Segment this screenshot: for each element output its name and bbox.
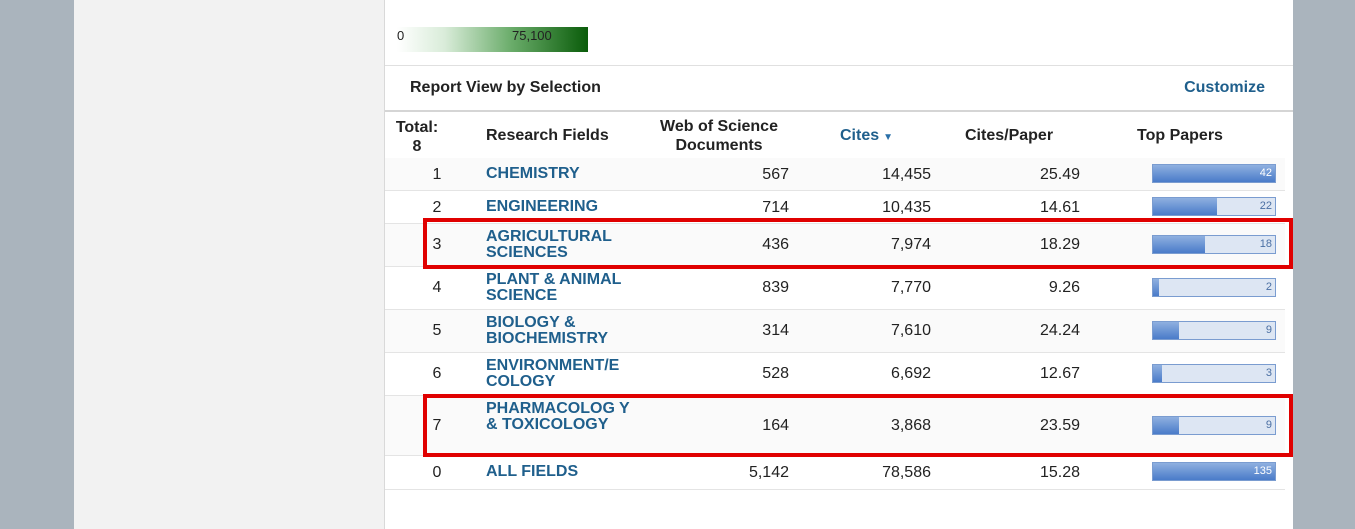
table-row: 1 CHEMISTRY 567 14,455 25.49 42 [385, 158, 1285, 191]
row-wos-documents: 5,142 [748, 464, 789, 481]
column-header-total: Total: 8 [395, 118, 439, 156]
row-cites-per-paper: 24.24 [1039, 322, 1080, 339]
row-cites-per-paper: 12.67 [1039, 365, 1080, 382]
heatmap-legend-gradient [397, 27, 588, 52]
row-cites: 14,455 [882, 166, 931, 183]
wos-header-line1: Web of Science [660, 118, 778, 135]
row-rank: 2 [432, 199, 442, 216]
row-cites: 3,868 [890, 417, 931, 434]
divider [385, 65, 1293, 66]
row-cites: 7,610 [890, 322, 931, 339]
row-field-link[interactable]: ENVIRONMENT/E COLOGY [486, 357, 620, 390]
row-cites: 7,974 [890, 236, 931, 253]
row-rank: 3 [432, 236, 442, 253]
row-cites: 7,770 [890, 279, 931, 296]
top-papers-count: 2 [1265, 281, 1272, 293]
row-cites-per-paper: 25.49 [1039, 166, 1080, 183]
top-papers-bar-fill [1153, 365, 1162, 382]
legend-max-label: 75,100 [512, 28, 552, 43]
window-background-right [1293, 0, 1355, 529]
row-wos-documents: 436 [762, 236, 789, 253]
row-cites-per-paper: 15.28 [1039, 464, 1080, 481]
top-papers-count: 42 [1259, 167, 1272, 179]
highlight-box [423, 218, 1293, 269]
column-header-cites-per-paper[interactable]: Cites/Paper [965, 127, 1054, 144]
sort-down-icon: ▼ [883, 132, 894, 143]
report-title: Report View by Selection [410, 79, 601, 96]
row-wos-documents: 714 [762, 199, 789, 216]
divider [385, 110, 1293, 112]
row-cites-per-paper: 18.29 [1039, 236, 1080, 253]
wos-header-line2: Documents [675, 137, 763, 154]
row-field-link[interactable]: ENGINEERING [486, 198, 599, 215]
highlight-box [423, 394, 1293, 457]
total-count: 8 [412, 138, 422, 155]
row-wos-documents: 314 [762, 322, 789, 339]
top-papers-bar[interactable]: 18 [1152, 235, 1276, 254]
table-row: 5 BIOLOGY & BIOCHEMISTRY 314 7,610 24.24… [385, 310, 1285, 353]
row-field-link[interactable]: BIOLOGY & BIOCHEMISTRY [486, 314, 609, 347]
customize-link[interactable]: Customize [1184, 79, 1265, 96]
row-rank: 4 [432, 279, 442, 296]
row-cites: 10,435 [882, 199, 931, 216]
row-rank: 1 [432, 166, 442, 183]
row-field-link[interactable]: ALL FIELDS [486, 463, 579, 480]
column-header-wos-documents[interactable]: Web of Science Documents [645, 117, 793, 155]
side-panel [74, 0, 385, 529]
top-papers-count: 9 [1265, 419, 1272, 431]
top-papers-bar-fill [1153, 236, 1206, 253]
top-papers-count: 135 [1253, 465, 1272, 477]
top-papers-bar[interactable]: 42 [1152, 164, 1276, 183]
row-field-link[interactable]: AGRICULTURAL SCIENCES [486, 228, 612, 261]
top-papers-bar[interactable]: 9 [1152, 416, 1276, 435]
top-papers-bar[interactable]: 3 [1152, 364, 1276, 383]
table-row: 2 ENGINEERING 714 10,435 14.61 22 [385, 191, 1285, 224]
cites-header-label: Cites [840, 127, 880, 144]
top-papers-bar-fill [1153, 417, 1180, 434]
row-wos-documents: 164 [762, 417, 789, 434]
row-cites: 6,692 [890, 365, 931, 382]
total-label: Total: [395, 119, 439, 136]
table-row: 7 PHARMACOLOG Y & TOXICOLOGY 164 3,868 2… [385, 396, 1285, 456]
top-papers-bar-fill [1153, 165, 1275, 182]
row-rank: 6 [432, 365, 442, 382]
top-papers-count: 9 [1265, 324, 1272, 336]
row-field-link[interactable]: PLANT & ANIMAL SCIENCE [486, 271, 622, 304]
table-row: 4 PLANT & ANIMAL SCIENCE 839 7,770 9.26 … [385, 267, 1285, 310]
table-row: 6 ENVIRONMENT/E COLOGY 528 6,692 12.67 3 [385, 353, 1285, 396]
window-background-left [0, 0, 74, 529]
top-papers-bar[interactable]: 9 [1152, 321, 1276, 340]
column-header-top-papers[interactable]: Top Papers [1137, 127, 1223, 144]
report-content: 0 75,100 Report View by Selection Custom… [385, 0, 1293, 529]
row-rank: 0 [432, 464, 442, 481]
row-cites-per-paper: 23.59 [1039, 417, 1080, 434]
top-papers-count: 3 [1265, 367, 1272, 379]
table-row-total: 0 ALL FIELDS 5,142 78,586 15.28 135 [385, 456, 1285, 490]
row-rank: 7 [432, 417, 442, 434]
row-wos-documents: 567 [762, 166, 789, 183]
row-field-link[interactable]: CHEMISTRY [486, 165, 580, 182]
row-cites: 78,586 [882, 464, 931, 481]
top-papers-bar-fill [1153, 322, 1180, 339]
top-papers-count: 18 [1259, 238, 1272, 250]
top-papers-bar[interactable]: 22 [1152, 197, 1276, 216]
row-field-link[interactable]: PHARMACOLOG Y & TOXICOLOGY [486, 400, 630, 433]
top-papers-bar-fill [1153, 463, 1275, 480]
top-papers-bar-fill [1153, 279, 1159, 296]
top-papers-bar-fill [1153, 198, 1217, 215]
top-papers-bar[interactable]: 2 [1152, 278, 1276, 297]
top-papers-count: 22 [1259, 200, 1272, 212]
row-wos-documents: 839 [762, 279, 789, 296]
row-wos-documents: 528 [762, 365, 789, 382]
legend-min-label: 0 [397, 28, 405, 43]
row-cites-per-paper: 9.26 [1048, 279, 1080, 296]
row-rank: 5 [432, 322, 442, 339]
row-cites-per-paper: 14.61 [1039, 199, 1080, 216]
top-papers-bar[interactable]: 135 [1152, 462, 1276, 481]
column-header-cites[interactable]: Cites ▼ [840, 126, 893, 147]
column-header-research-fields[interactable]: Research Fields [486, 127, 609, 144]
